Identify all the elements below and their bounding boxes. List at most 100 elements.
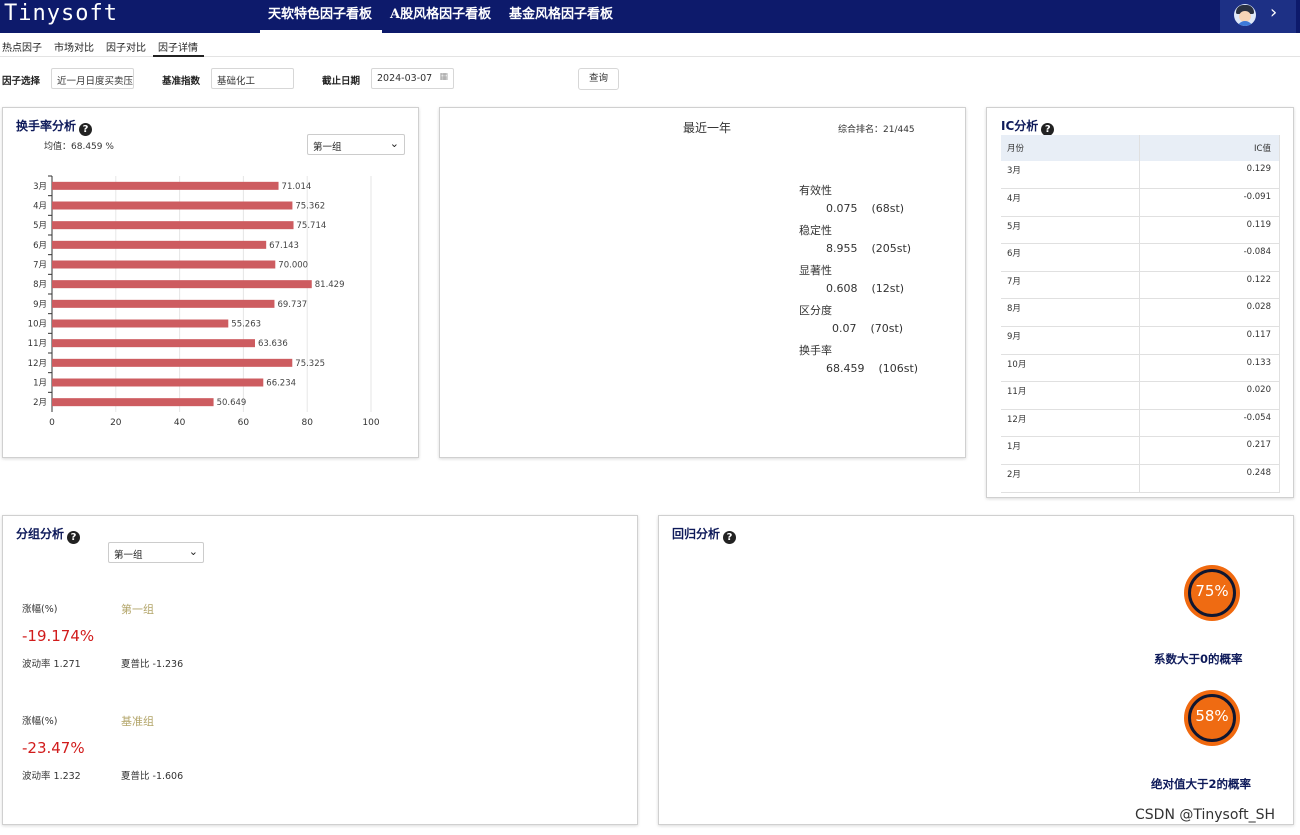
ic-value-cell: 0.133 bbox=[1139, 354, 1280, 383]
sub-tabs: 热点因子 市场对比 因子对比 因子详情 bbox=[0, 33, 1300, 57]
turnover-bar-chart: 0 20 40 60 80 100 3月 71.014 4月 75.362 5月 75.714 6月 67… bbox=[28, 175, 380, 428]
y-tick-label: 2月 bbox=[33, 398, 47, 408]
radar-metric-value: 0.608 (12st) bbox=[826, 282, 905, 295]
group-panel bbox=[2, 515, 638, 825]
radar-metric-value: 0.075 (68st) bbox=[826, 202, 905, 215]
help-icon[interactable]: ? bbox=[67, 531, 81, 544]
x-tick-label: 20 bbox=[110, 418, 122, 428]
tab-factor-compare[interactable]: 因子对比 bbox=[106, 43, 146, 54]
tab-market-compare[interactable]: 市场对比 bbox=[54, 43, 94, 54]
ic-title: IC分析? bbox=[1001, 117, 1055, 136]
chevron-right-icon[interactable]: › bbox=[1270, 2, 1278, 23]
radar-panel bbox=[439, 107, 966, 458]
bar-value-label: 81.429 bbox=[315, 280, 345, 290]
table-row: 4月 -0.091 bbox=[1001, 188, 1280, 217]
bar bbox=[52, 339, 255, 348]
ic-month-cell: 11月 bbox=[1001, 381, 1140, 410]
ic-value-cell: 0.248 bbox=[1139, 464, 1280, 493]
chevron-down-icon: ⌄ bbox=[188, 545, 198, 558]
help-icon[interactable]: ? bbox=[723, 531, 737, 544]
table-row: 8月 0.028 bbox=[1001, 298, 1280, 328]
turnover-group-select[interactable]: 第一组 ⌄ bbox=[307, 134, 405, 155]
x-tick-label: 80 bbox=[301, 418, 313, 428]
group-select[interactable]: 第一组 ⌄ bbox=[108, 542, 204, 563]
bar bbox=[52, 358, 293, 367]
date-picker[interactable]: 2024-03-07 ▦ bbox=[371, 68, 454, 89]
radar-rank: 综合排名：21/445 bbox=[838, 125, 915, 135]
index-label: 基准指数 bbox=[162, 76, 201, 87]
ic-month-cell: 9月 bbox=[1001, 326, 1140, 355]
ic-col-value: IC值 bbox=[1139, 135, 1280, 161]
query-button[interactable]: 查询 bbox=[578, 68, 619, 90]
g1-rise: -19.174% bbox=[22, 627, 95, 645]
ic-month-cell: 2月 bbox=[1001, 464, 1140, 493]
ic-table-header: 月份 IC值 bbox=[1001, 135, 1280, 161]
top-nav-bar: Tinysoft 天软特色因子看板 A股风格因子看板 基金风格因子看板 › bbox=[0, 0, 1300, 33]
g2-name: 基准组 bbox=[121, 715, 154, 728]
bar-value-label: 69.737 bbox=[277, 300, 307, 310]
table-row: 5月 0.119 bbox=[1001, 216, 1280, 245]
x-tick-label: 60 bbox=[238, 418, 250, 428]
gauge-abs-label: 绝对值大于2的概率 bbox=[1151, 777, 1252, 791]
tab-factor-detail[interactable]: 因子详情 bbox=[158, 43, 198, 54]
nav-a-share-factors[interactable]: A股风格因子看板 bbox=[390, 7, 492, 22]
g2-volatility: 波动率 1.232 bbox=[22, 771, 81, 782]
ic-value-cell: -0.054 bbox=[1139, 409, 1280, 438]
radar-metric-value: 68.459 (106st) bbox=[826, 362, 919, 375]
tab-hot-factors[interactable]: 热点因子 bbox=[2, 43, 42, 54]
bar bbox=[52, 299, 275, 308]
calendar-icon[interactable]: ▦ bbox=[439, 72, 448, 82]
g1-rise-label: 涨幅(%) bbox=[22, 604, 58, 615]
factor-label: 因子选择 bbox=[2, 76, 41, 87]
bar bbox=[52, 181, 279, 190]
table-row: 2月 0.248 bbox=[1001, 464, 1280, 493]
ic-value-cell: 0.129 bbox=[1139, 161, 1280, 190]
ic-col-month: 月份 bbox=[1001, 135, 1140, 161]
date-value: 2024-03-07 bbox=[377, 73, 433, 84]
ic-month-cell: 1月 bbox=[1001, 436, 1140, 466]
ic-month-cell: 4月 bbox=[1001, 188, 1140, 217]
ic-value-cell: 0.122 bbox=[1139, 271, 1280, 300]
bar-value-label: 67.143 bbox=[269, 241, 299, 251]
gauge-positive-inner bbox=[1188, 569, 1236, 617]
table-row: 1月 0.217 bbox=[1001, 436, 1280, 466]
ic-value-cell: 0.020 bbox=[1139, 381, 1280, 410]
ic-value-cell: 0.028 bbox=[1139, 298, 1280, 328]
g2-rise: -23.47% bbox=[22, 739, 85, 757]
radar-metric-name: 有效性 bbox=[799, 184, 832, 197]
index-select[interactable]: 基础化工 bbox=[211, 68, 294, 89]
ic-month-cell: 10月 bbox=[1001, 354, 1140, 383]
ic-value-cell: -0.084 bbox=[1139, 243, 1280, 272]
radar-metric-name: 区分度 bbox=[799, 304, 832, 317]
bar-value-label: 75.714 bbox=[297, 221, 327, 231]
regression-title: 回归分析? bbox=[672, 525, 737, 544]
chevron-down-icon: ⌄ bbox=[389, 137, 399, 150]
y-tick-label: 3月 bbox=[33, 182, 47, 192]
ic-value-cell: -0.091 bbox=[1139, 188, 1280, 217]
factor-select[interactable]: 近一月日度买卖压 bbox=[51, 68, 134, 89]
help-icon[interactable]: ? bbox=[1041, 123, 1055, 136]
avatar[interactable] bbox=[1234, 4, 1256, 26]
y-tick-label: 9月 bbox=[33, 300, 47, 310]
bar-value-label: 71.014 bbox=[282, 182, 312, 192]
x-tick-label: 100 bbox=[362, 418, 379, 428]
ic-month-cell: 3月 bbox=[1001, 161, 1140, 190]
bar bbox=[52, 378, 264, 387]
table-row: 11月 0.020 bbox=[1001, 381, 1280, 410]
bar bbox=[52, 240, 267, 249]
help-icon[interactable]: ? bbox=[79, 123, 93, 136]
table-row: 10月 0.133 bbox=[1001, 354, 1280, 383]
ic-value-cell: 0.117 bbox=[1139, 326, 1280, 355]
nav-tinysoft-factors[interactable]: 天软特色因子看板 bbox=[268, 7, 373, 22]
radar-metric-name: 显著性 bbox=[799, 264, 832, 277]
g2-rise-label: 涨幅(%) bbox=[22, 716, 58, 727]
bar bbox=[52, 221, 294, 230]
y-tick-label: 1月 bbox=[33, 379, 47, 389]
nav-fund-factors[interactable]: 基金风格因子看板 bbox=[509, 7, 614, 22]
y-tick-label: 11月 bbox=[28, 339, 47, 349]
user-menu[interactable]: › bbox=[1220, 0, 1296, 33]
watermark: CSDN @Tinysoft_SH bbox=[1135, 807, 1275, 823]
turnover-mean: 均值：68.459 % bbox=[44, 142, 114, 152]
table-row: 3月 0.129 bbox=[1001, 161, 1280, 190]
turnover-title: 换手率分析? bbox=[16, 117, 93, 136]
